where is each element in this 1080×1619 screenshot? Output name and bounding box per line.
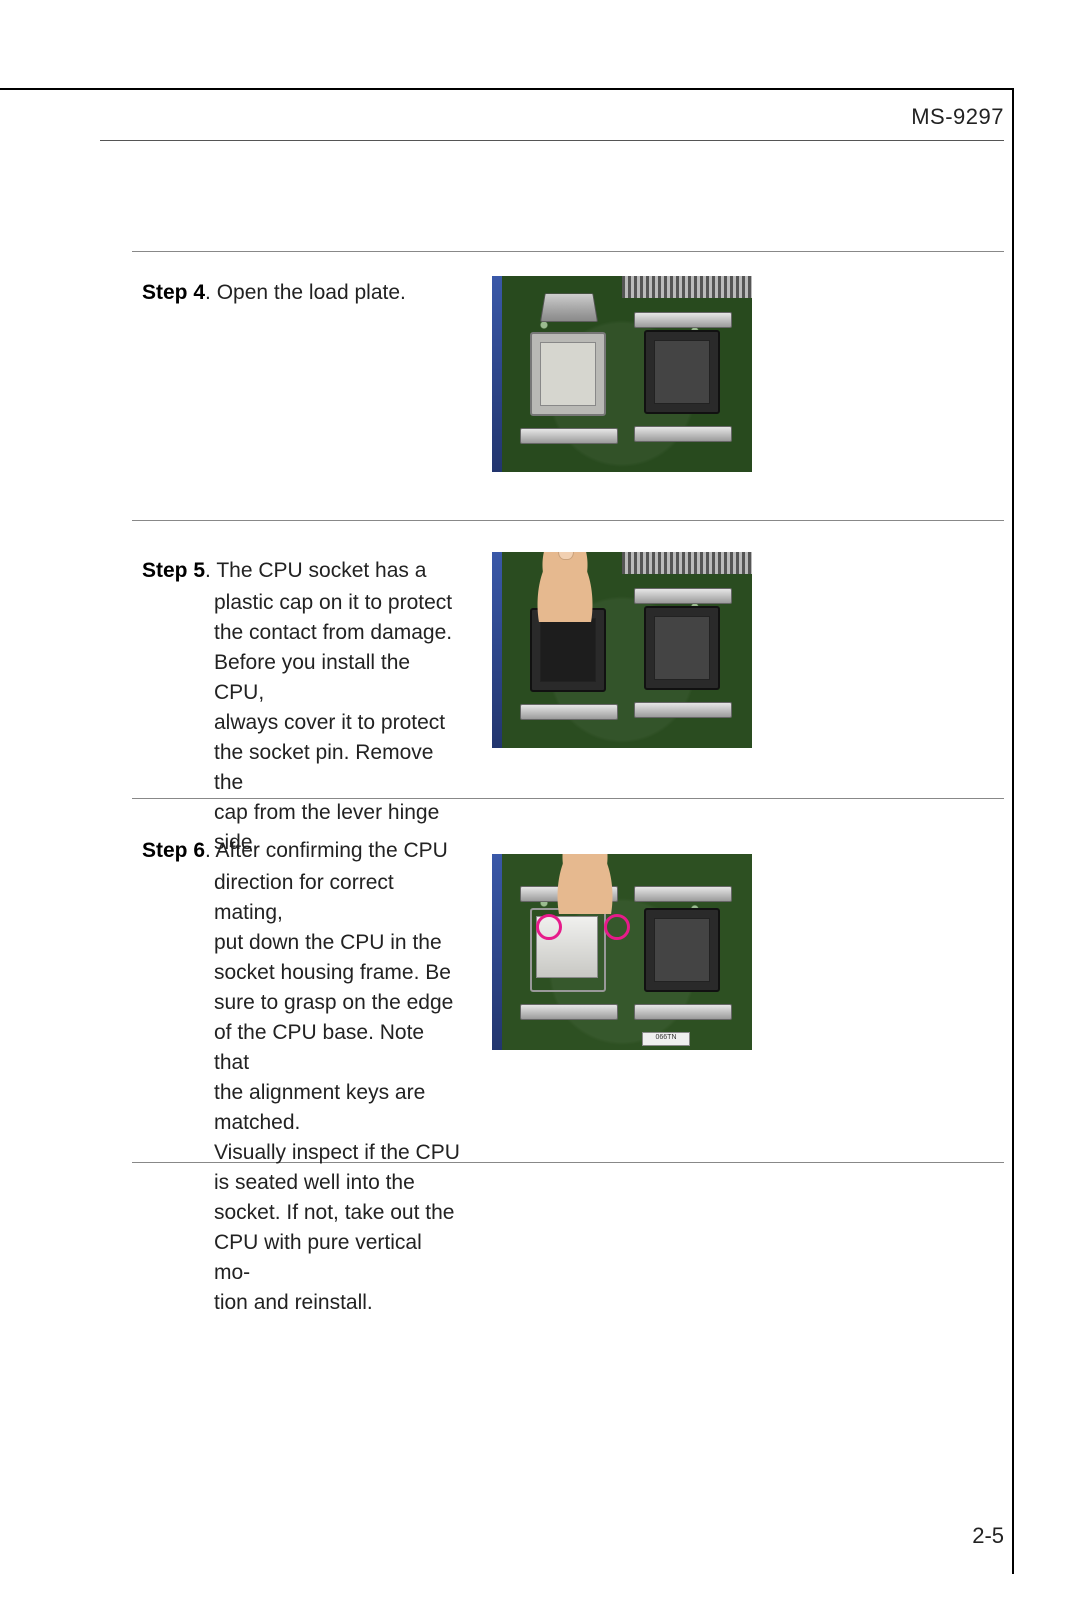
divider [132, 520, 1004, 521]
step-6-line: direction for correct mating, [214, 868, 462, 928]
heatsink-fins-icon [622, 276, 752, 298]
open-load-plate [540, 293, 598, 322]
step-5-line: the socket pin. Remove the [214, 738, 462, 798]
step-6-line: put down the CPU in the [214, 928, 462, 958]
page-number: 2-5 [972, 1523, 1004, 1549]
socket-bracket [634, 426, 732, 442]
socket-bracket [520, 1004, 618, 1020]
step-6-label: Step 6 [142, 839, 205, 862]
step-6-line: socket. If not, take out the [214, 1198, 462, 1228]
cpu-socket-right [644, 330, 720, 414]
step-5-line: cap from the lever hinge [214, 798, 462, 828]
alignment-mark-right [604, 914, 630, 940]
step-4-text: Step 4. Open the load plate. [142, 278, 462, 310]
heatsink-fins-icon [622, 552, 752, 574]
step-4-first-line: . Open the load plate. [205, 281, 406, 304]
step-6-line: is seated well into the [214, 1168, 462, 1198]
hand-icon [530, 552, 600, 622]
manual-page: MS-9297 Step 4. Open the load plate. Ste… [0, 0, 1080, 1619]
alignment-mark-left [536, 914, 562, 940]
step-5-line: Before you install the CPU, [214, 648, 462, 708]
board-blue-edge [492, 276, 502, 472]
socket-bracket [634, 312, 732, 328]
step-6-line: the alignment keys are [214, 1078, 462, 1108]
step-6-line: of the CPU base. Note that [214, 1018, 462, 1078]
socket-bracket [520, 704, 618, 720]
divider [132, 251, 1004, 252]
step-5-label: Step 5 [142, 559, 205, 582]
socket-bracket [634, 702, 732, 718]
socket-bracket [520, 428, 618, 444]
step-6-line: sure to grasp on the edge [214, 988, 462, 1018]
socket-bracket [634, 886, 732, 902]
step-5-text: Step 5. The CPU socket has a plastic cap… [142, 556, 462, 858]
step-5-photo [492, 552, 752, 748]
step-5-line: always cover it to protect [214, 708, 462, 738]
board-blue-edge [492, 854, 502, 1050]
cpu-socket-left [530, 332, 606, 416]
step-6-line: CPU with pure vertical mo- [214, 1228, 462, 1288]
step-5-first-line: . The CPU socket has a [205, 559, 426, 582]
step-6-line: Visually inspect if the CPU [214, 1138, 462, 1168]
step-6-line: matched. [214, 1108, 462, 1138]
step-5-line: the contact from damage. [214, 618, 462, 648]
step-6-photo: 066TN [492, 854, 752, 1050]
step-6-line: socket housing frame. Be [214, 958, 462, 988]
step-6-line: tion and reinstall. [214, 1288, 462, 1318]
step-4-photo [492, 276, 752, 472]
socket-bracket [634, 588, 732, 604]
board-sticker-label: 066TN [642, 1032, 690, 1046]
step-6-first-line: . After confirming the CPU [205, 839, 448, 862]
step-4-label: Step 4 [142, 281, 205, 304]
step-5-line: plastic cap on it to protect [214, 588, 462, 618]
hand-icon [550, 854, 620, 914]
header-rule [100, 140, 1004, 141]
cpu-socket-right [644, 606, 720, 690]
header-model-code: MS-9297 [911, 104, 1004, 130]
board-blue-edge [492, 552, 502, 748]
cpu-socket-right [644, 908, 720, 992]
socket-bracket [634, 1004, 732, 1020]
step-6-text: Step 6. After confirming the CPU directi… [142, 836, 462, 1318]
